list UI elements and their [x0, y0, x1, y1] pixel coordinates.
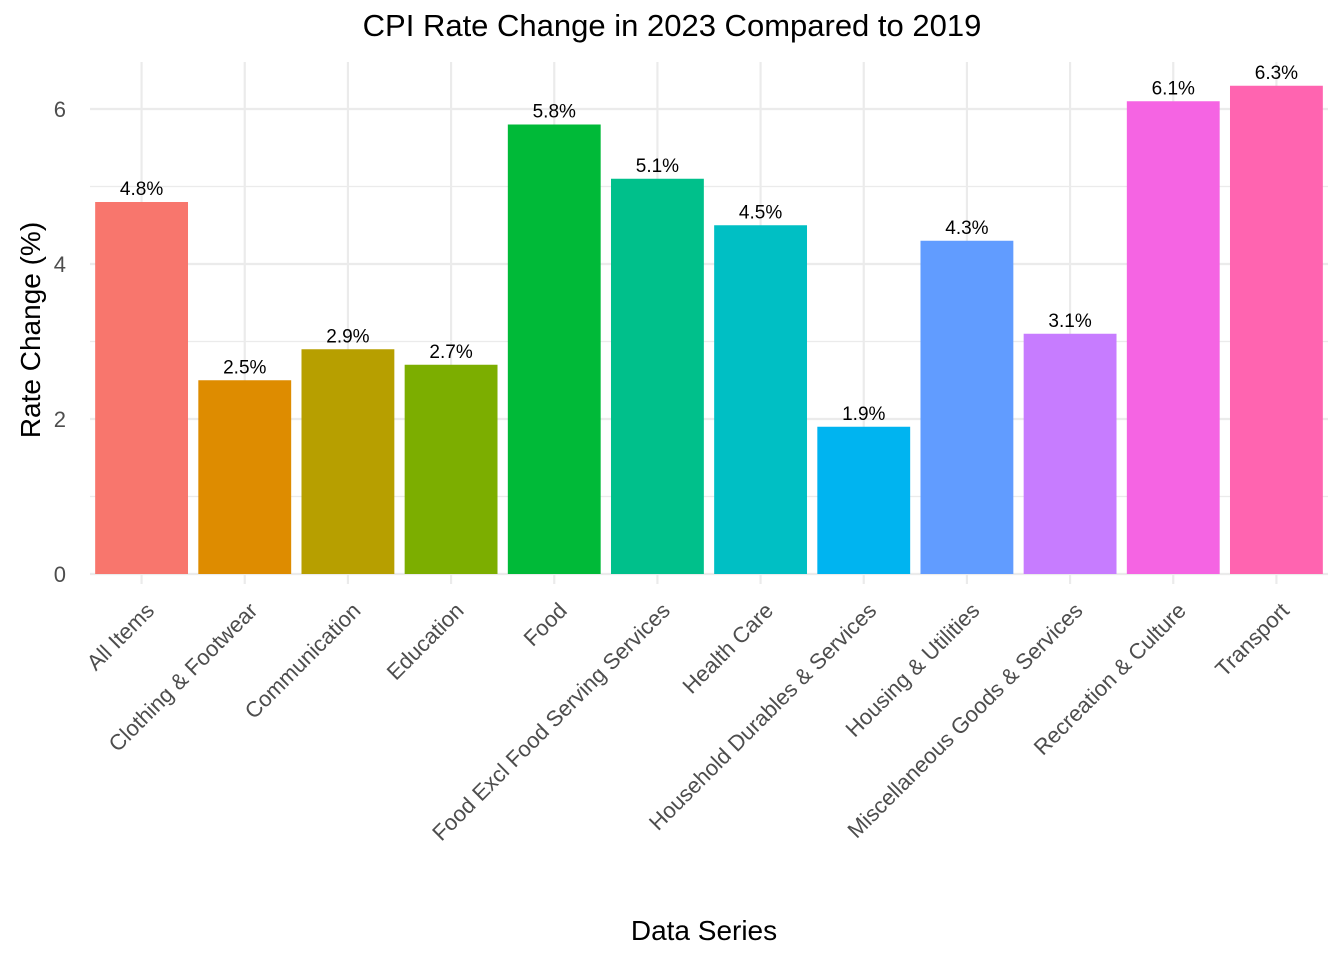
bar-7 [714, 225, 808, 574]
x-tick-label: Household Durables & Services [644, 598, 881, 835]
data-label: 5.1% [636, 156, 679, 177]
data-label: 1.9% [842, 404, 885, 425]
bar-4 [404, 364, 498, 574]
bar-12 [1229, 85, 1323, 574]
data-label: 4.8% [120, 179, 163, 200]
y-axis-title: Rate Change (%) [15, 222, 46, 438]
y-tick-label: 2 [54, 407, 66, 432]
bar-9 [920, 240, 1014, 574]
bar-5 [507, 124, 601, 574]
bar-8 [817, 426, 911, 574]
bar-10 [1023, 333, 1117, 574]
x-tick-label: Transport [1210, 598, 1294, 682]
data-label: 2.5% [223, 357, 266, 378]
data-label: 4.5% [739, 202, 782, 223]
bar-3 [301, 349, 395, 574]
bar-2 [198, 380, 292, 574]
x-tick-label: Education [382, 598, 469, 685]
y-tick-label: 0 [54, 562, 66, 587]
x-tick-label: All Items [82, 598, 159, 675]
bar-1 [95, 202, 189, 574]
data-label: 6.3% [1255, 63, 1298, 84]
x-tick-label: Food [519, 598, 572, 651]
bar-layer [95, 85, 1323, 574]
x-tick-label: Health Care [677, 598, 778, 699]
data-label: 2.7% [429, 342, 472, 363]
y-tick-label: 4 [54, 252, 66, 277]
data-label: 5.8% [533, 102, 576, 123]
chart-title: CPI Rate Change in 2023 Compared to 2019 [362, 8, 982, 43]
bar-6 [610, 178, 704, 574]
x-axis-title: Data Series [631, 915, 777, 946]
data-label: 4.3% [945, 218, 988, 239]
data-label: 2.9% [326, 326, 369, 347]
label-layer: 4.8% 2.5% 2.9% 2.7% 5.8% 5.1% 4.5% 1.9% 4.3% 3.1%… [120, 63, 1298, 425]
data-label: 3.1% [1048, 311, 1091, 332]
y-tick-label: 6 [54, 97, 66, 122]
data-label: 6.1% [1152, 78, 1195, 99]
bar-11 [1126, 101, 1220, 574]
